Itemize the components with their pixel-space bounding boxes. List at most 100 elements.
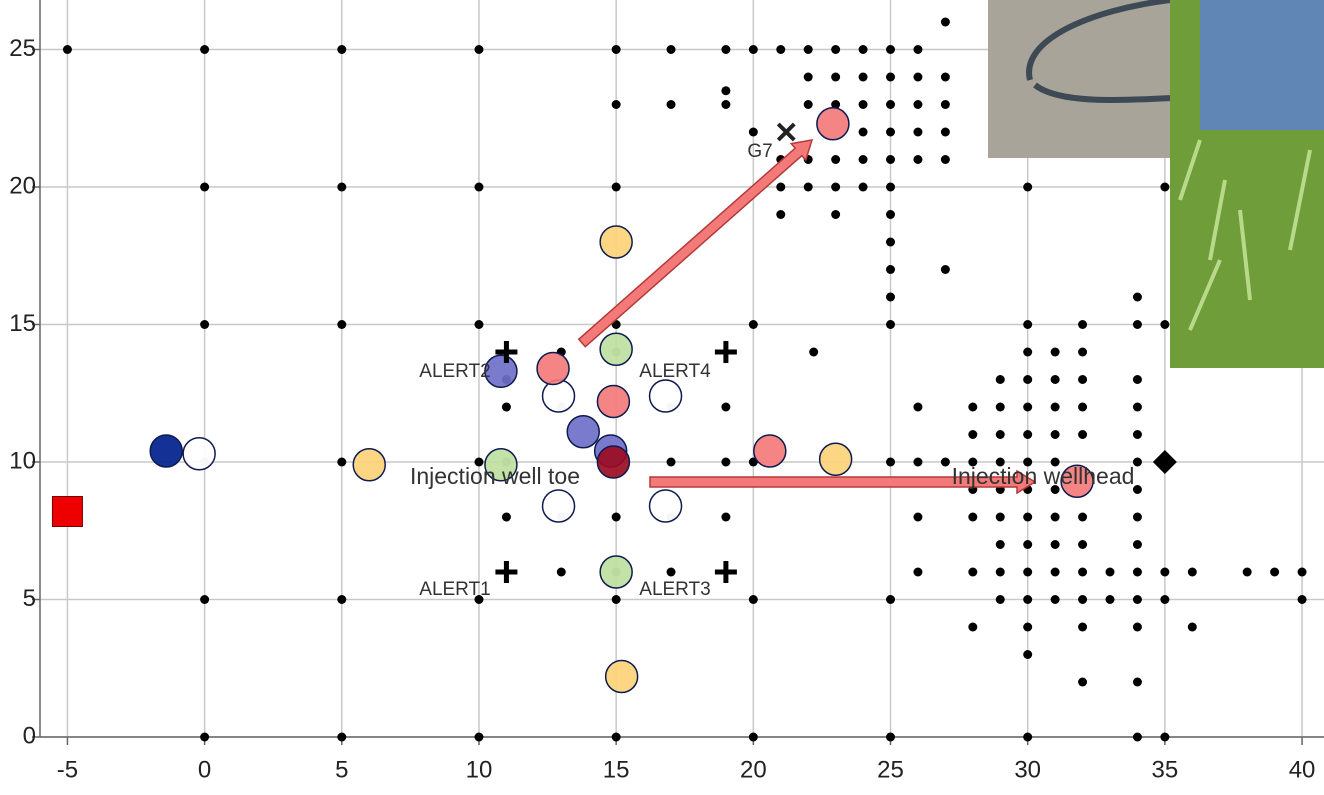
- dot: [804, 73, 813, 82]
- circle-marker: [597, 386, 629, 418]
- dot: [200, 45, 209, 54]
- photo-insets: [988, 0, 1324, 368]
- dot: [886, 238, 895, 247]
- dot: [996, 595, 1005, 604]
- dot: [721, 45, 730, 54]
- dot: [1023, 513, 1032, 522]
- dot: [913, 568, 922, 577]
- dot: [913, 458, 922, 467]
- dot: [886, 293, 895, 302]
- dot: [749, 320, 758, 329]
- dot: [1051, 403, 1060, 412]
- annotation: Injection well toe: [410, 463, 580, 489]
- circle-marker: [606, 661, 638, 693]
- dot: [63, 45, 72, 54]
- x-tick-label: 5: [335, 756, 348, 783]
- dot: [749, 733, 758, 742]
- dot: [1106, 568, 1115, 577]
- dot: [1133, 293, 1142, 302]
- square-marker: [52, 497, 82, 527]
- dot: [612, 100, 621, 109]
- dot: [941, 265, 950, 274]
- dot: [1023, 568, 1032, 577]
- circle-marker: [567, 416, 599, 448]
- dot: [776, 45, 785, 54]
- dot: [1023, 430, 1032, 439]
- circle-marker: [600, 556, 632, 588]
- dot: [200, 595, 209, 604]
- dot: [1133, 375, 1142, 384]
- dot: [1078, 540, 1087, 549]
- dot: [1051, 568, 1060, 577]
- chart: -505101520253035400510152025ALERT2ALERT4…: [0, 0, 1324, 795]
- dot: [1133, 733, 1142, 742]
- dot: [831, 210, 840, 219]
- x-marker: [778, 124, 794, 140]
- circle-marker: [600, 333, 632, 365]
- dot: [886, 128, 895, 137]
- dot: [776, 183, 785, 192]
- dot: [1160, 183, 1169, 192]
- dot: [1023, 348, 1032, 357]
- dot: [859, 183, 868, 192]
- dot: [968, 430, 977, 439]
- dot: [886, 73, 895, 82]
- dot: [667, 568, 676, 577]
- dot: [996, 540, 1005, 549]
- dot: [886, 320, 895, 329]
- x-tick-label: 0: [198, 756, 211, 783]
- dot: [831, 73, 840, 82]
- dot: [1133, 403, 1142, 412]
- dot: [200, 733, 209, 742]
- dot: [200, 320, 209, 329]
- dot: [1023, 540, 1032, 549]
- dot: [721, 458, 730, 467]
- dot: [996, 513, 1005, 522]
- dot: [1298, 595, 1307, 604]
- y-tick-label: 15: [9, 310, 36, 337]
- annotation: G7: [747, 141, 772, 162]
- dot: [1133, 430, 1142, 439]
- dot: [1023, 595, 1032, 604]
- annotation: ALERT1: [419, 579, 490, 600]
- dot: [337, 595, 346, 604]
- x-tick-label: 40: [1289, 756, 1316, 783]
- annotation: Injection wellhead: [952, 463, 1135, 489]
- annotation: ALERT4: [639, 361, 711, 382]
- diamond-marker: [1153, 450, 1177, 474]
- dot: [749, 128, 758, 137]
- dot: [1160, 320, 1169, 329]
- dot: [1270, 568, 1279, 577]
- dot: [804, 45, 813, 54]
- dot: [913, 513, 922, 522]
- dot: [941, 100, 950, 109]
- y-tick-label: 5: [23, 585, 36, 612]
- dot: [667, 458, 676, 467]
- dot: [886, 733, 895, 742]
- dot: [1078, 595, 1087, 604]
- dot: [886, 265, 895, 274]
- dot: [913, 45, 922, 54]
- dot: [996, 568, 1005, 577]
- dot: [1051, 348, 1060, 357]
- dot: [1078, 568, 1087, 577]
- circle-marker: [537, 353, 569, 385]
- dot: [886, 458, 895, 467]
- x-tick-label: 30: [1014, 756, 1041, 783]
- dot: [667, 45, 676, 54]
- dot: [913, 73, 922, 82]
- dot: [1023, 403, 1032, 412]
- dot: [809, 348, 818, 357]
- dot: [337, 320, 346, 329]
- dot: [913, 155, 922, 164]
- dot: [721, 403, 730, 412]
- dot: [831, 183, 840, 192]
- annotation: ALERT2: [419, 361, 490, 382]
- dot: [337, 183, 346, 192]
- circle-marker: [543, 490, 575, 522]
- dot: [776, 210, 785, 219]
- dot: [968, 568, 977, 577]
- circle-marker: [754, 435, 786, 467]
- dot: [886, 595, 895, 604]
- dot: [1133, 513, 1142, 522]
